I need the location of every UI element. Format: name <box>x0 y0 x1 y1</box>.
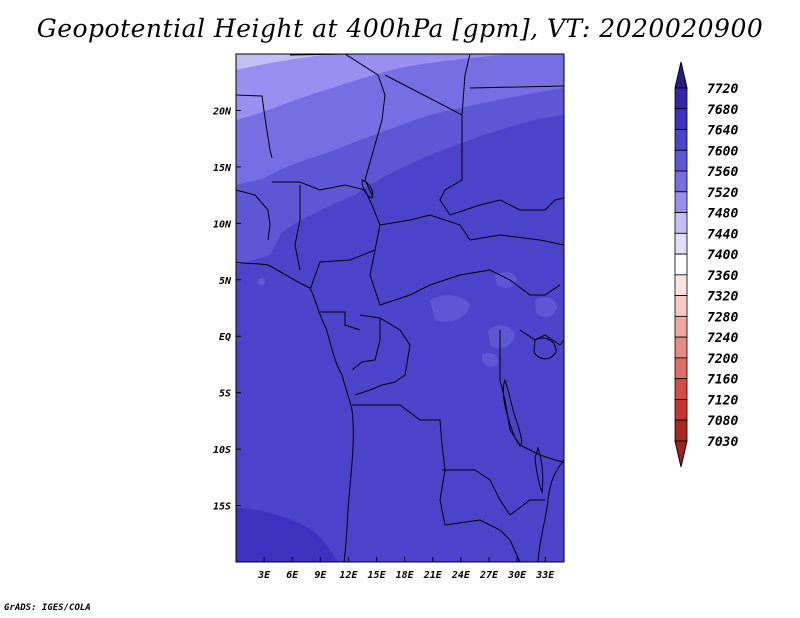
border-9 <box>294 185 301 271</box>
border-22 <box>519 329 564 346</box>
colorbar: 7720 7680 7640 7600 7560 7520 7480 7440 7400 7360… <box>674 61 738 468</box>
border-6 <box>439 115 463 216</box>
border-18 <box>352 404 446 526</box>
lat-tick-label: 15N <box>213 163 232 174</box>
lon-tick-label: 27E <box>479 570 499 581</box>
border-17 <box>354 317 411 396</box>
colorbar-bottom-arrow <box>674 440 688 468</box>
lat-tick-label: 20N <box>212 106 232 117</box>
border-2 <box>236 94 273 159</box>
lat-tick-label: EQ <box>219 332 231 343</box>
colorbar-label: 7320 <box>707 290 738 305</box>
shade-7440 <box>236 54 330 70</box>
colorbar-swatch <box>674 253 688 276</box>
colorbar-label: 7200 <box>707 352 738 367</box>
height-field <box>236 54 564 562</box>
lon-tick-label: 18E <box>396 570 415 581</box>
colorbar-label: 7120 <box>707 393 738 408</box>
colorbar-label: 7720 <box>707 82 738 97</box>
shade-7560-patches <box>258 272 557 367</box>
lake-chad <box>361 179 374 199</box>
colorbar-label: 7030 <box>707 435 738 450</box>
lon-tick-label: 3E <box>257 570 271 581</box>
border-21 <box>499 330 521 446</box>
lat-tick-label: 5N <box>219 276 232 287</box>
colorbar-label: 7440 <box>707 227 738 242</box>
lon-tick-label: 15E <box>368 570 387 581</box>
lon-tick-label: 12E <box>339 570 358 581</box>
border-5 <box>469 85 564 89</box>
border-11 <box>379 214 471 241</box>
credit-label: GrADS: IGES/COLA <box>4 603 91 613</box>
map-frame <box>235 53 565 563</box>
colorbar-label: 7400 <box>707 248 738 263</box>
lat-tick-label: 5S <box>219 389 231 400</box>
colorbar-swatch <box>674 212 688 234</box>
lake-malawi <box>534 446 544 494</box>
colorbar-swatch <box>674 398 688 421</box>
lon-tick-label: 33E <box>535 570 555 581</box>
colorbar-swatch <box>674 149 688 172</box>
lon-tick-label: 30E <box>507 570 527 581</box>
lake-victoria <box>533 337 557 360</box>
border-20 <box>444 519 521 562</box>
colorbar-swatch <box>674 357 688 380</box>
map-title: Geopotential Height at 400hPa [gpm], VT:… <box>36 14 764 43</box>
colorbar-top-arrow <box>674 61 688 89</box>
colorbar-label: 7520 <box>707 186 738 201</box>
border-4 <box>384 54 471 116</box>
lon-tick-label: 21E <box>423 570 443 581</box>
colorbar-swatch <box>674 419 688 442</box>
colorbar-swatch <box>674 232 688 255</box>
border-10 <box>309 204 381 291</box>
colorbar-swatch <box>674 129 688 151</box>
colorbar-swatch <box>674 170 688 193</box>
colorbar-label: 7600 <box>707 144 738 159</box>
lon-tick-label: 6E <box>286 570 299 581</box>
colorbar-label: 7680 <box>707 103 738 118</box>
colorbar-label: 7560 <box>707 165 738 180</box>
colorbar-label: 7160 <box>707 373 738 388</box>
colorbar-label: 7280 <box>707 310 738 325</box>
border-16 <box>351 314 381 371</box>
boundaries <box>236 54 564 562</box>
shade-7480 <box>236 54 510 120</box>
colorbar-swatch <box>674 191 688 213</box>
colorbar-swatch <box>674 336 688 359</box>
lon-tick-label: 24E <box>451 570 471 581</box>
colorbar-swatch <box>674 274 688 296</box>
colorbar-swatch <box>674 315 688 338</box>
axis-ticks: 3E 6E 9E 12E 15E 18E 21E 24E 27E 30E 33E 20N 15N 10N 5… <box>212 106 555 581</box>
colorbar-label: 7240 <box>707 331 738 346</box>
colorbar-label: 7640 <box>707 124 738 139</box>
border-15 <box>320 311 361 331</box>
colorbar-swatch <box>674 108 688 130</box>
lat-tick-label: 15S <box>213 502 231 513</box>
border-12 <box>369 249 561 306</box>
border-24 <box>509 499 545 516</box>
border-14 <box>469 234 564 246</box>
colorbar-label: 7080 <box>707 414 738 429</box>
lon-tick-label: 9E <box>314 570 327 581</box>
shade-7640 <box>236 508 338 562</box>
border-19 <box>442 469 511 516</box>
lat-tick-label: 10N <box>213 219 232 230</box>
colorbar-swatch <box>674 295 688 317</box>
lake-tanganyika <box>502 378 523 447</box>
lat-tick-label: 10S <box>213 445 231 456</box>
border-8 <box>272 181 373 206</box>
coastline-west <box>236 261 354 562</box>
colorbar-label: 7360 <box>707 269 738 284</box>
colorbar-label: 7480 <box>707 207 738 222</box>
border-13 <box>449 197 564 216</box>
border-23 <box>519 444 564 463</box>
coastline-east <box>537 459 564 562</box>
colorbar-swatch <box>674 87 688 110</box>
border-7 <box>236 189 271 241</box>
colorbar-swatch <box>674 378 688 400</box>
